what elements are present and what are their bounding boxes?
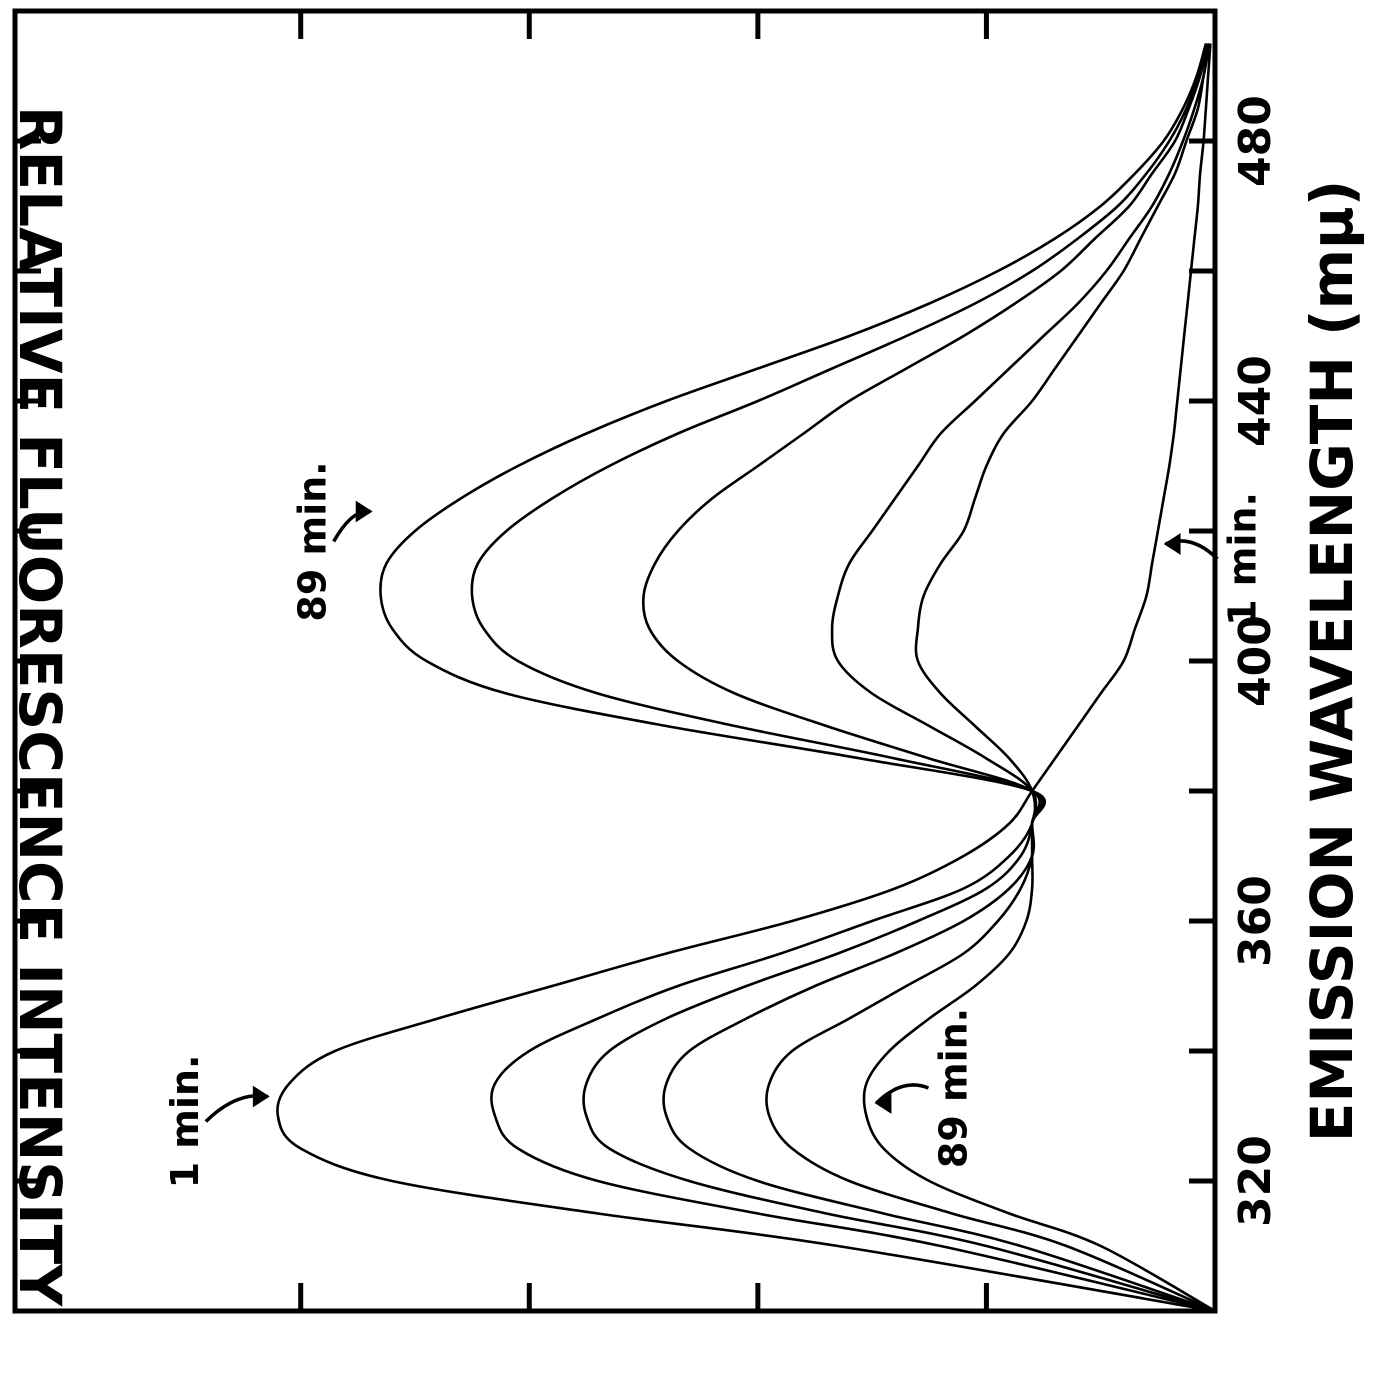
x-tick-label-480: 480 — [1230, 95, 1281, 187]
annotation-arrowhead-1 — [252, 1085, 270, 1108]
x-tick-label-320: 320 — [1230, 1135, 1281, 1227]
x-tick-label-440: 440 — [1230, 355, 1281, 447]
ticks-layer: 320 360 400 440 480 — [15, 11, 1281, 1311]
series-line-4 — [641, 43, 1216, 1313]
annotation-label-1: 1 min. — [163, 1055, 207, 1189]
series-line-3 — [582, 43, 1216, 1313]
annotation-arrowhead-4 — [1163, 533, 1181, 555]
x-tick-label-360: 360 — [1230, 875, 1281, 967]
series-line-1 — [276, 43, 1216, 1313]
annotation-label-2: 89 min. — [931, 1008, 975, 1168]
series-line-2 — [490, 43, 1216, 1313]
annotation-arrowhead-3 — [355, 500, 373, 523]
annotation-label-3: 89 min. — [291, 461, 335, 621]
series-line-6 — [379, 43, 1216, 1313]
series-layer — [276, 43, 1216, 1313]
annotation-arrowhead-2 — [874, 1092, 892, 1114]
x-tick-label-400: 400 — [1230, 615, 1281, 707]
x-axis-title: EMISSION WAVELENGTH (mμ) — [1298, 180, 1366, 1142]
annotation-label-4: 1 min. — [1221, 492, 1265, 626]
series-line-5 — [470, 43, 1216, 1313]
y-axis-title: RELATIVE FLUORESCENCE INTENSITY — [6, 106, 74, 1307]
annotation-layer: 1 min. 89 min. 89 min. 1 min. — [163, 461, 1265, 1188]
